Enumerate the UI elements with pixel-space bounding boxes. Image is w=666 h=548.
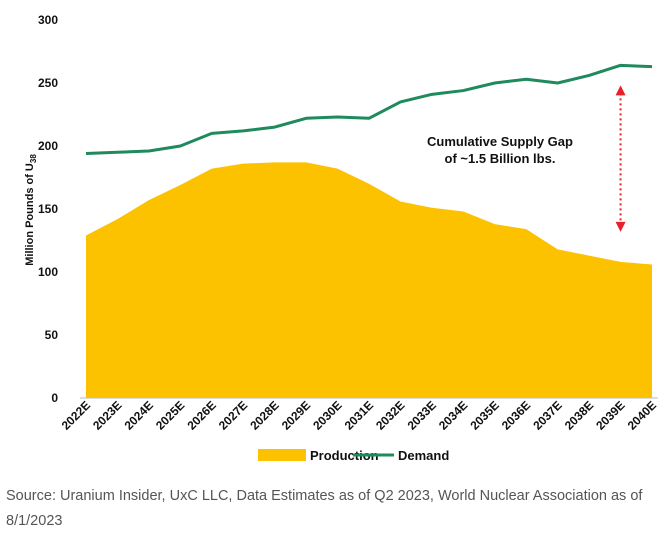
x-tick-label: 2026E bbox=[184, 398, 218, 432]
x-tick-label: 2031E bbox=[342, 398, 376, 432]
legend-label-demand: Demand bbox=[398, 448, 449, 463]
x-tick-label: 2030E bbox=[310, 398, 344, 432]
y-tick-label: 150 bbox=[38, 202, 58, 216]
annotation-line-2: of ~1.5 Billion lbs. bbox=[445, 151, 556, 166]
x-tick-label: 2028E bbox=[247, 398, 281, 432]
x-tick-label: 2035E bbox=[467, 398, 501, 432]
annotation-line-1: Cumulative Supply Gap bbox=[427, 134, 573, 149]
x-tick-label: 2038E bbox=[562, 398, 596, 432]
x-tick-label: 2024E bbox=[122, 398, 156, 432]
legend-label-production: Production bbox=[310, 448, 379, 463]
x-tick-label: 2037E bbox=[530, 398, 564, 432]
y-axis-label: Million Pounds of U38 bbox=[24, 154, 38, 266]
x-tick-label: 2040E bbox=[625, 398, 659, 432]
y-axis-label-subscript-3: 3 bbox=[29, 158, 38, 163]
y-tick-label: 50 bbox=[45, 328, 59, 342]
x-tick-label: 2022E bbox=[59, 398, 93, 432]
supply-gap-annotation: Cumulative Supply Gap of ~1.5 Billion lb… bbox=[427, 85, 626, 232]
y-axis-ticks: 0 50 100 150 200 250 300 bbox=[38, 13, 58, 405]
source-note: Source: Uranium Insider, UxC LLC, Data E… bbox=[6, 488, 643, 529]
legend: Production Demand bbox=[258, 448, 449, 463]
x-tick-label: 2029E bbox=[279, 398, 313, 432]
x-tick-label: 2033E bbox=[405, 398, 439, 432]
x-tick-label: 2027E bbox=[216, 398, 250, 432]
x-tick-label: 2036E bbox=[499, 398, 533, 432]
series-production-area bbox=[86, 162, 652, 398]
x-tick-label: 2039E bbox=[593, 398, 627, 432]
y-tick-label: 250 bbox=[38, 76, 58, 90]
x-tick-label: 2025E bbox=[153, 398, 187, 432]
y-tick-label: 200 bbox=[38, 139, 58, 153]
y-tick-label: 100 bbox=[38, 265, 58, 279]
x-tick-label: 2023E bbox=[90, 398, 124, 432]
gap-arrow-head-up bbox=[615, 85, 626, 96]
x-axis-ticks: 2022E2023E2024E2025E2026E2027E2028E2029E… bbox=[59, 398, 659, 432]
x-tick-label: 2034E bbox=[436, 398, 470, 432]
y-tick-label: 0 bbox=[51, 391, 58, 405]
legend-swatch-production bbox=[258, 449, 306, 461]
gap-arrow-head-down bbox=[615, 221, 626, 232]
y-axis-label-subscript-8: 8 bbox=[29, 154, 38, 159]
x-tick-label: 2032E bbox=[373, 398, 407, 432]
plot-area bbox=[85, 63, 653, 398]
y-tick-label: 300 bbox=[38, 13, 58, 27]
series-demand-line bbox=[85, 63, 653, 156]
